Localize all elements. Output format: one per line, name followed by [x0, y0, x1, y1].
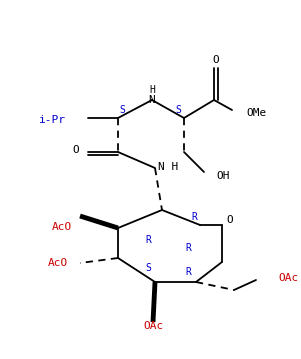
- Text: R: R: [185, 267, 191, 277]
- Text: R: R: [185, 243, 191, 253]
- Text: R: R: [191, 212, 197, 222]
- Text: OAc: OAc: [144, 321, 164, 331]
- Text: O: O: [73, 145, 79, 155]
- Text: N H: N H: [158, 162, 178, 172]
- Text: R: R: [145, 235, 151, 245]
- Text: AcO: AcO: [52, 222, 72, 232]
- Text: AcO: AcO: [48, 258, 68, 268]
- Text: H: H: [149, 85, 155, 95]
- Text: N: N: [149, 95, 155, 105]
- Text: OMe: OMe: [246, 108, 266, 118]
- Text: i-Pr: i-Pr: [39, 115, 66, 125]
- Text: S: S: [119, 105, 125, 115]
- Text: O: O: [227, 215, 233, 225]
- Text: OAc: OAc: [278, 273, 298, 283]
- Text: S: S: [175, 105, 181, 115]
- Text: O: O: [213, 55, 219, 65]
- Text: S: S: [145, 263, 151, 273]
- Text: OH: OH: [216, 171, 229, 181]
